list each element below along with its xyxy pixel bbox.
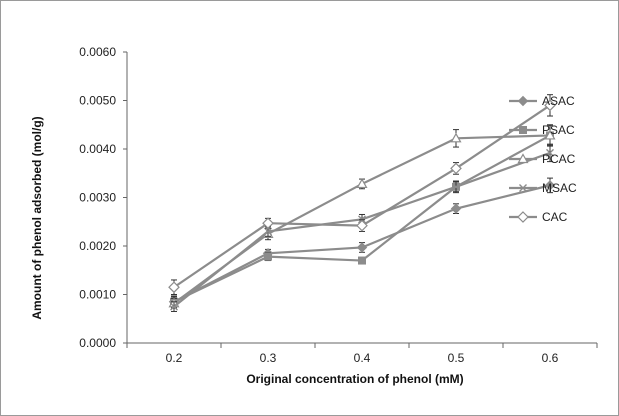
y-tick-label: 0.0060 bbox=[79, 45, 116, 59]
plot-area bbox=[168, 94, 556, 312]
legend-label: PSAC bbox=[542, 123, 575, 137]
y-axis-ticks: 0.0000 0.0010 0.0020 0.0030 0.0040 0.0050 0.00… bbox=[79, 45, 127, 350]
legend-marker bbox=[517, 211, 529, 223]
y-tick-label: 0.0000 bbox=[79, 336, 116, 350]
legend-marker bbox=[517, 153, 529, 164]
legend-item-msac: MSAC bbox=[509, 181, 577, 195]
data-point bbox=[356, 242, 368, 253]
legend-label: CAC bbox=[542, 210, 568, 224]
data-point bbox=[544, 180, 556, 191]
series-cac bbox=[168, 94, 556, 295]
legend-marker bbox=[519, 184, 527, 192]
y-tick-label: 0.0010 bbox=[79, 288, 116, 302]
data-point bbox=[262, 217, 274, 230]
legend-item-cac: CAC bbox=[509, 210, 568, 224]
data-point bbox=[356, 178, 368, 189]
x-tick-label: 0.6 bbox=[542, 351, 559, 365]
data-point bbox=[264, 252, 272, 261]
y-tick-label: 0.0050 bbox=[79, 94, 116, 108]
y-tick-label: 0.0040 bbox=[79, 142, 116, 156]
x-tick-label: 0.2 bbox=[166, 351, 183, 365]
legend: ASAC PSAC PCAC MSAC CAC bbox=[509, 94, 577, 224]
data-point bbox=[450, 203, 462, 214]
y-axis-title: Amount of phenol adsorbed (mol/g) bbox=[30, 116, 44, 319]
legend-item-asac: ASAC bbox=[509, 94, 575, 108]
x-axis-ticks: 0.2 0.3 0.4 0.5 0.6 bbox=[126, 343, 598, 365]
data-point bbox=[546, 148, 554, 157]
series-asac bbox=[168, 177, 556, 309]
x-axis-title: Original concentration of phenol (mM) bbox=[246, 372, 463, 386]
axes bbox=[126, 52, 597, 344]
data-point bbox=[544, 129, 556, 140]
legend-label: MSAC bbox=[542, 181, 577, 195]
data-point bbox=[264, 227, 272, 236]
legend-item-pcac: PCAC bbox=[509, 152, 576, 166]
x-tick-label: 0.4 bbox=[354, 351, 371, 365]
y-tick-label: 0.0030 bbox=[79, 191, 116, 205]
data-point bbox=[170, 302, 178, 311]
legend-marker bbox=[519, 126, 527, 134]
legend-label: ASAC bbox=[542, 94, 575, 108]
x-tick-label: 0.5 bbox=[448, 351, 465, 365]
data-point bbox=[450, 162, 462, 175]
data-point bbox=[168, 281, 180, 294]
x-tick-label: 0.3 bbox=[260, 351, 277, 365]
legend-marker bbox=[517, 95, 529, 107]
data-point bbox=[452, 182, 460, 191]
legend-item-psac: PSAC bbox=[509, 123, 575, 137]
y-tick-label: 0.0020 bbox=[79, 239, 116, 253]
legend-label: PCAC bbox=[542, 152, 576, 166]
data-point bbox=[356, 219, 368, 232]
data-point bbox=[544, 99, 556, 112]
data-point bbox=[450, 132, 462, 143]
data-point bbox=[358, 256, 366, 265]
